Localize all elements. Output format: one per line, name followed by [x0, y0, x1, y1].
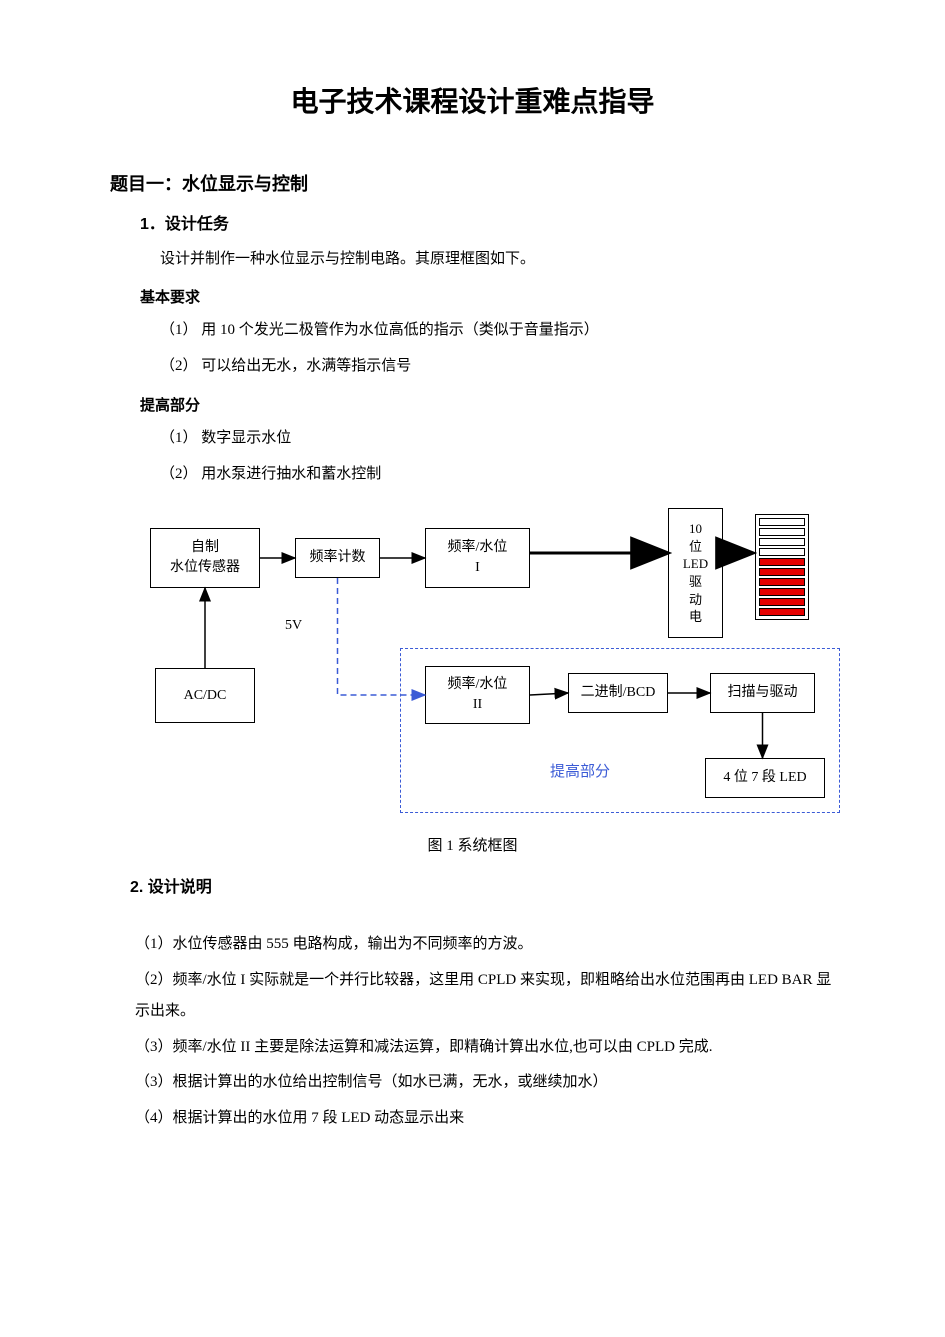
section2-title: 2. 设计说明 [130, 873, 835, 897]
task-desc: 设计并制作一种水位显示与控制电路。其原理框图如下。 [160, 244, 835, 274]
basic-req-2: （2） 可以给出无水，水满等指示信号 [160, 351, 835, 383]
led-segment-4 [759, 558, 805, 566]
note-1: （1）水位传感器由 555 电路构成，输出为不同频率的方波。 [135, 929, 835, 961]
diagram-label-5v: 5V [285, 618, 302, 634]
led-segment-8 [759, 598, 805, 606]
note-4: （3）根据计算出的水位给出控制信号（如水已满，无水，或继续加水） [135, 1067, 835, 1099]
diagram-label-advanced: 提高部分 [550, 760, 610, 781]
note-2: （2）频率/水位 I 实际就是一个并行比较器，这里用 CPLD 来实现，即粗略给… [135, 965, 835, 1028]
system-diagram: 自制 水位传感器频率计数频率/水位 I10 位 LED 驱 动 电AC/DC频率… [130, 508, 850, 828]
diagram-node-freqcnt: 频率计数 [295, 538, 380, 578]
note-3: （3）频率/水位 II 主要是除法运算和减法运算，即精确计算出水位,也可以由 C… [135, 1032, 835, 1064]
diagram-node-fw1: 频率/水位 I [425, 528, 530, 588]
adv-item-1: （1） 数字显示水位 [160, 423, 835, 455]
adv-item-2: （2） 用水泵进行抽水和蓄水控制 [160, 459, 835, 491]
basic-req-title: 基本要求 [140, 286, 835, 307]
figure-caption: 图 1 系统框图 [110, 834, 835, 855]
diagram-node-sensor: 自制 水位传感器 [150, 528, 260, 588]
led-segment-0 [759, 518, 805, 526]
page: 电子技术课程设计重难点指导 题目一：水位显示与控制 1．设计任务 设计并制作一种… [0, 0, 945, 1337]
led-segment-2 [759, 538, 805, 546]
adv-title: 提高部分 [140, 394, 835, 415]
diagram-node-acdc: AC/DC [155, 668, 255, 723]
topic-heading: 题目一：水位显示与控制 [110, 170, 835, 196]
diagram-node-led_drv: 10 位 LED 驱 动 电 [668, 508, 723, 638]
led-segment-7 [759, 588, 805, 596]
led-segment-1 [759, 528, 805, 536]
diagram-led-bar [755, 514, 809, 620]
diagram-wrap: 自制 水位传感器频率计数频率/水位 I10 位 LED 驱 动 电AC/DC频率… [110, 508, 835, 828]
note-5: （4）根据计算出的水位用 7 段 LED 动态显示出来 [135, 1103, 835, 1135]
led-segment-9 [759, 608, 805, 616]
led-segment-5 [759, 568, 805, 576]
section1-title: 1．设计任务 [140, 210, 835, 234]
diagram-enhanced-region [400, 648, 840, 813]
led-segment-3 [759, 548, 805, 556]
basic-req-1: （1） 用 10 个发光二极管作为水位高低的指示（类似于音量指示） [160, 315, 835, 347]
led-segment-6 [759, 578, 805, 586]
main-title: 电子技术课程设计重难点指导 [110, 80, 835, 120]
